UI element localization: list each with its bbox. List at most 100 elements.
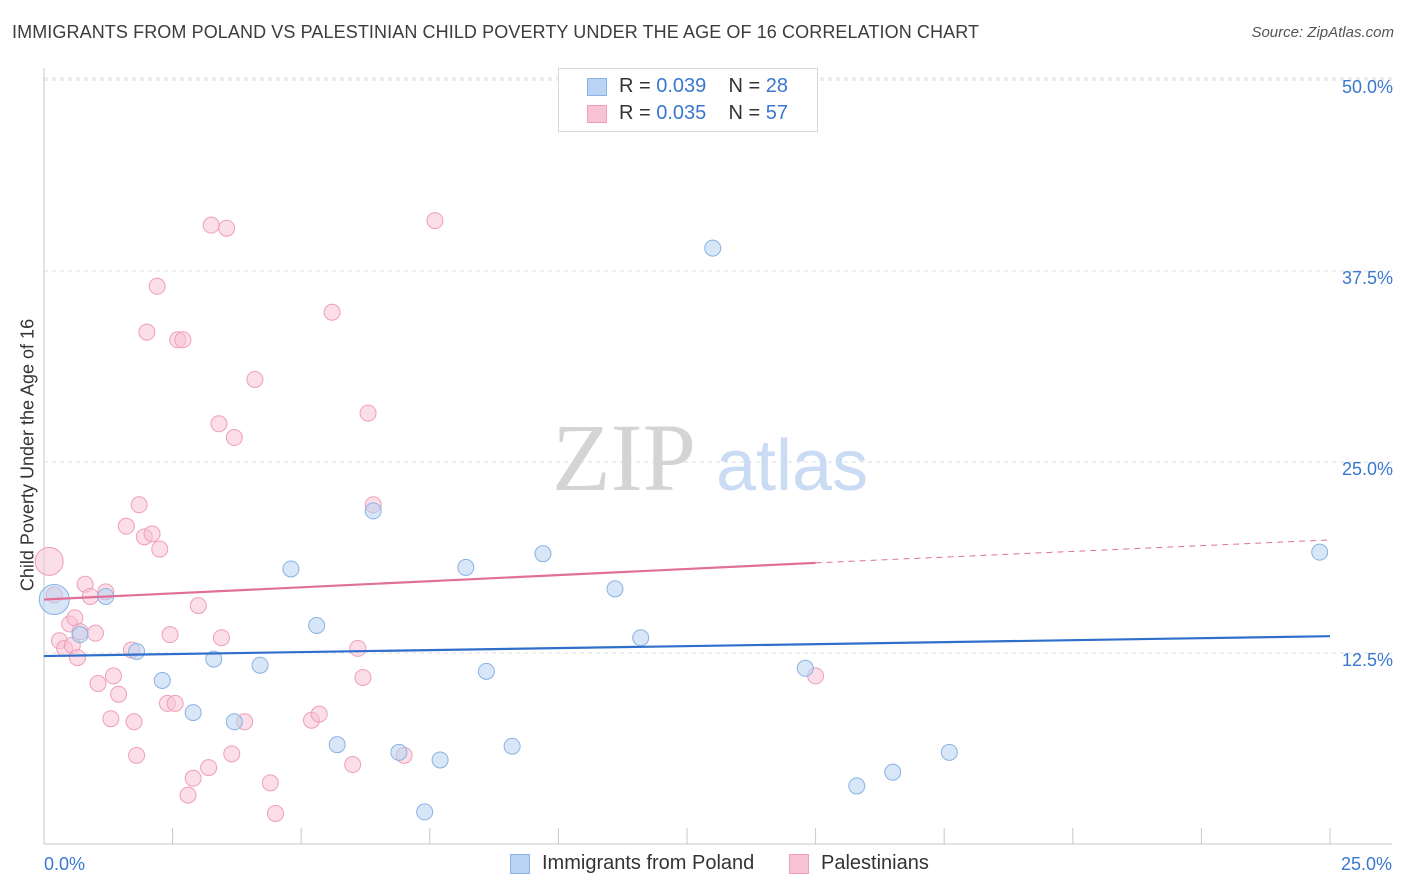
poland-point	[632, 629, 650, 647]
palestinians-point	[174, 331, 192, 349]
palestinians-point	[86, 624, 104, 642]
legend-text-poland: R = 0.039 N = 28	[619, 75, 788, 98]
poland-point	[431, 751, 449, 769]
palestinians-point	[202, 216, 220, 234]
palestinians-point	[161, 626, 179, 644]
palestinians-point	[310, 705, 328, 723]
palestinians-point	[225, 429, 243, 447]
poland-point	[704, 239, 722, 257]
poland-point	[534, 545, 552, 563]
y-axis-label: Child Poverty Under the Age of 16	[17, 318, 38, 592]
palestinians-point	[89, 675, 107, 693]
x-tick-label-max: 25.0%	[1341, 854, 1392, 874]
palestinians-point	[125, 713, 143, 731]
palestinians-point	[218, 219, 236, 237]
poland-trend-line	[43, 635, 1331, 658]
palestinians-point	[349, 639, 367, 657]
palestinians-point	[323, 303, 341, 321]
legend-swatch-poland	[587, 78, 607, 96]
poland-point	[364, 502, 382, 520]
palestinians-point	[210, 415, 228, 433]
axes	[43, 68, 1392, 845]
palestinians-point	[128, 746, 146, 764]
palestinians-point	[110, 685, 128, 703]
palestinians-point	[130, 496, 148, 514]
poland-points	[38, 239, 1329, 821]
x-tick-label-min: 0.0%	[44, 854, 85, 874]
palestinians-point	[266, 804, 284, 822]
chart-title: IMMIGRANTS FROM POLAND VS PALESTINIAN CH…	[12, 22, 980, 42]
poland-point	[503, 737, 521, 755]
palestinians-point	[344, 756, 362, 774]
palestinians-point	[200, 759, 218, 777]
legend-n-label: N =	[728, 75, 766, 97]
poland-point	[328, 736, 346, 754]
legend-r-label: R =	[619, 75, 657, 97]
poland-point	[184, 704, 202, 722]
palestinians-point	[151, 540, 169, 558]
palestinians-points	[34, 212, 825, 822]
poland-point	[390, 743, 408, 761]
legend-r-value: 0.039	[656, 75, 707, 97]
watermark-atlas: atlas	[716, 426, 868, 506]
palestinians-point	[184, 769, 202, 787]
palestinians-point	[354, 668, 372, 686]
y-tick-label: 37.5%	[1342, 268, 1393, 288]
legend-r-label: R =	[619, 102, 657, 124]
bottom-legend-swatch-palestinians	[789, 854, 809, 874]
palestinians-point	[138, 323, 156, 341]
poland-point	[71, 626, 89, 644]
bottom-legend-label-palestinians: Palestinians	[821, 852, 929, 874]
poland-point	[796, 659, 814, 677]
poland-point	[251, 656, 269, 674]
palestinians-point	[166, 694, 184, 712]
watermark-zip: ZIP	[552, 404, 696, 511]
palestinians-trend-extension	[815, 539, 1331, 564]
legend-n-value: 28	[765, 75, 789, 97]
y-tick-labels: 12.5% 25.0% 37.5% 50.0%	[1342, 77, 1393, 670]
poland-point	[205, 650, 223, 668]
palestinians-point	[189, 597, 207, 615]
poland-point	[940, 743, 958, 761]
palestinians-point	[102, 710, 120, 728]
palestinians-point	[104, 667, 122, 685]
stats-legend: R = 0.039 N = 28 R = 0.035 N = 57	[558, 68, 818, 132]
palestinians-point	[261, 774, 279, 792]
y-tick-label: 50.0%	[1342, 77, 1393, 97]
y-tick-label: 12.5%	[1342, 650, 1393, 670]
palestinians-point	[179, 786, 197, 804]
poland-point	[457, 558, 475, 576]
bottom-legend-label-poland: Immigrants from Poland	[542, 852, 755, 874]
palestinians-point	[223, 745, 241, 763]
palestinians-point	[34, 546, 64, 576]
poland-point	[848, 777, 866, 795]
poland-point	[225, 713, 243, 731]
y-tick-label: 25.0%	[1342, 459, 1393, 479]
palestinians-point	[143, 525, 161, 543]
chart-source: Source: ZipAtlas.com	[1251, 24, 1394, 41]
palestinians-point	[117, 517, 135, 535]
bottom-legend-swatch-poland	[510, 854, 530, 874]
poland-point	[1311, 543, 1329, 561]
palestinians-trend-line	[43, 561, 816, 601]
x-tick-marks	[43, 828, 1331, 844]
poland-point	[606, 580, 624, 598]
poland-point	[477, 662, 495, 680]
poland-point	[282, 560, 300, 578]
poland-point	[884, 763, 902, 781]
legend-swatch-palestinians	[587, 105, 607, 123]
palestinians-point	[212, 629, 230, 647]
legend-n-value: 57	[765, 102, 789, 124]
palestinians-point	[426, 212, 444, 230]
palestinians-point	[68, 649, 86, 667]
poland-point	[308, 616, 326, 634]
palestinians-point	[148, 277, 166, 295]
poland-point	[153, 672, 171, 690]
trend-lines	[43, 539, 1331, 658]
legend-r-value: 0.035	[656, 102, 707, 124]
legend-text-palestinians: R = 0.035 N = 57	[619, 102, 788, 125]
palestinians-point	[359, 404, 377, 422]
poland-point	[416, 803, 434, 821]
legend-n-label: N =	[728, 102, 766, 124]
